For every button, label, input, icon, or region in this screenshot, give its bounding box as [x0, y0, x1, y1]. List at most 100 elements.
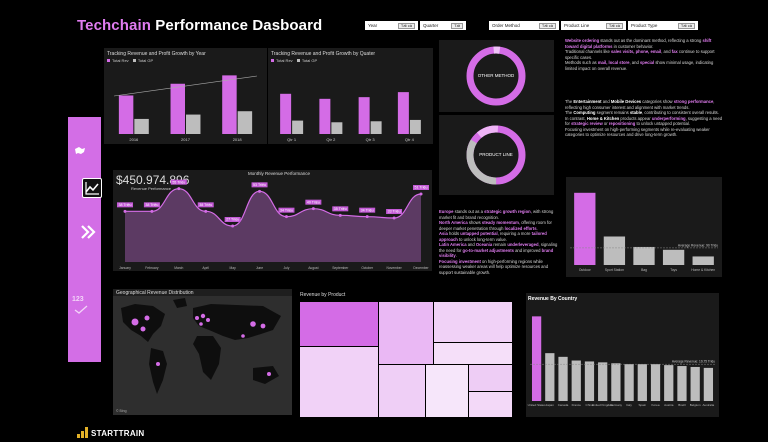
country-bar[interactable]: [571, 360, 581, 401]
treemap-tile[interactable]: [469, 365, 512, 391]
insight-paragraph: North America shows steady momentum, off…: [439, 220, 561, 231]
bar-total-rev[interactable]: [397, 92, 409, 134]
data-point[interactable]: [177, 187, 181, 191]
insight-text: The: [565, 99, 574, 104]
map-bubble[interactable]: [199, 322, 203, 326]
bar-total-gp[interactable]: [186, 114, 201, 134]
map-bubble[interactable]: [206, 318, 210, 322]
map-bubble[interactable]: [200, 313, 206, 319]
bar-total-gp[interactable]: [370, 121, 382, 134]
monthly-series-label: Revenue Performance: [131, 186, 172, 191]
filter-product-line[interactable]: Product Line Tất cả: [561, 21, 626, 30]
country-bar[interactable]: [611, 363, 621, 401]
double-chevron-icon[interactable]: [80, 225, 96, 239]
segment-bar[interactable]: [692, 256, 714, 265]
treemap-tile[interactable]: [434, 343, 512, 364]
treemap-panel: Revenue by Product: [298, 292, 513, 417]
bar-total-gp[interactable]: [292, 120, 304, 134]
map-bubble[interactable]: [267, 372, 271, 376]
segment-bar[interactable]: [633, 246, 655, 265]
x-tick-label: November: [386, 266, 402, 270]
map-bubble[interactable]: [131, 318, 139, 326]
bar-total-rev[interactable]: [170, 83, 185, 134]
x-tick-label: February: [145, 266, 159, 270]
treemap-tile[interactable]: [469, 392, 512, 417]
country-bar[interactable]: [650, 364, 661, 401]
map-bubble[interactable]: [260, 323, 266, 329]
bar-total-rev[interactable]: [358, 97, 370, 134]
treemap-tile[interactable]: [379, 365, 425, 417]
country-bar[interactable]: [703, 367, 714, 401]
insight-text: localized efforts: [504, 225, 537, 231]
map-bubble[interactable]: [241, 334, 245, 338]
filter-order-label: Order Method: [492, 23, 520, 28]
data-point[interactable]: [258, 189, 262, 193]
svg-text:40 Triệu: 40 Triệu: [307, 200, 320, 204]
bar-total-gp[interactable]: [237, 111, 253, 134]
country-bar[interactable]: [677, 366, 687, 401]
logo-mark: [77, 427, 88, 438]
insight-text: show minimal usage, indicating limited i…: [565, 60, 714, 71]
sidebar-map-icon[interactable]: [73, 146, 87, 156]
country-bar[interactable]: [545, 353, 555, 401]
data-point[interactable]: [231, 224, 235, 228]
country-bar[interactable]: [558, 356, 568, 401]
country-bar[interactable]: [624, 364, 634, 401]
segment-bar[interactable]: [603, 236, 626, 266]
treemap-tile[interactable]: [300, 302, 378, 346]
treemap-tile[interactable]: [379, 302, 433, 364]
country-bar[interactable]: [664, 365, 674, 401]
x-tick-label: Germany: [610, 403, 623, 407]
sidebar-chart-button[interactable]: [82, 178, 102, 198]
country-bar[interactable]: [690, 366, 700, 401]
map-bubble[interactable]: [195, 316, 199, 320]
filter-quarter-dropdown[interactable]: Tất: [451, 22, 463, 29]
data-point[interactable]: [392, 216, 396, 220]
data-point[interactable]: [123, 209, 127, 213]
filter-line-dropdown[interactable]: Tất cả: [605, 22, 623, 29]
segment-bar[interactable]: [574, 192, 596, 265]
map-bubble[interactable]: [144, 315, 150, 321]
bar-total-rev[interactable]: [118, 95, 134, 134]
insight-text: to unlock long-term value.: [457, 236, 507, 242]
data-point[interactable]: [311, 207, 315, 211]
country-bar[interactable]: [531, 316, 542, 401]
bar-total-gp[interactable]: [409, 119, 421, 134]
bar-total-gp[interactable]: [134, 118, 149, 134]
bar-total-gp[interactable]: [331, 122, 343, 134]
bar-total-rev[interactable]: [222, 75, 237, 134]
treemap-tile[interactable]: [434, 302, 512, 342]
map-bubble[interactable]: [250, 321, 256, 327]
data-point[interactable]: [419, 192, 423, 196]
insight-text: Website ordering: [565, 38, 600, 43]
monthly-chart-title: Monthly Revenue Performance: [248, 171, 311, 176]
bar-total-rev[interactable]: [280, 93, 292, 134]
data-point[interactable]: [150, 209, 154, 213]
insight-text: in customer behavior.: [612, 43, 654, 49]
map-bubble[interactable]: [140, 326, 146, 332]
filter-year-dropdown[interactable]: Tất cả: [397, 22, 415, 29]
map-panel: Geographical Revenue Distribution © Bing: [113, 289, 292, 415]
data-point[interactable]: [284, 215, 288, 219]
data-point[interactable]: [338, 213, 342, 217]
filter-quarter[interactable]: Quarter Tất: [420, 21, 466, 30]
treemap-title: Revenue by Product: [300, 292, 346, 298]
data-point[interactable]: [365, 215, 369, 219]
segment-bar[interactable]: [662, 249, 685, 265]
filter-order-method[interactable]: Order Method Tất cả: [489, 21, 559, 30]
bar-total-rev[interactable]: [319, 98, 331, 134]
country-bar[interactable]: [584, 361, 595, 401]
filter-type-dropdown[interactable]: Tất cả: [677, 22, 695, 29]
insight-text: stable: [629, 110, 643, 115]
filter-order-dropdown[interactable]: Tất cả: [538, 22, 556, 29]
quarter-bar-chart: Qtr 1 Qtr 2 Qtr 3 Qtr 4: [280, 92, 421, 142]
country-bar[interactable]: [637, 364, 647, 401]
x-tick-label: Toys: [670, 268, 677, 272]
data-point[interactable]: [204, 209, 208, 213]
filter-product-type[interactable]: Product Type Tất cả: [628, 21, 698, 30]
treemap-tile[interactable]: [426, 365, 468, 417]
treemap-tile[interactable]: [300, 347, 378, 417]
map-bubble[interactable]: [156, 362, 160, 366]
country-bar[interactable]: [598, 362, 608, 401]
filter-year[interactable]: Year Tất cả: [365, 21, 418, 30]
